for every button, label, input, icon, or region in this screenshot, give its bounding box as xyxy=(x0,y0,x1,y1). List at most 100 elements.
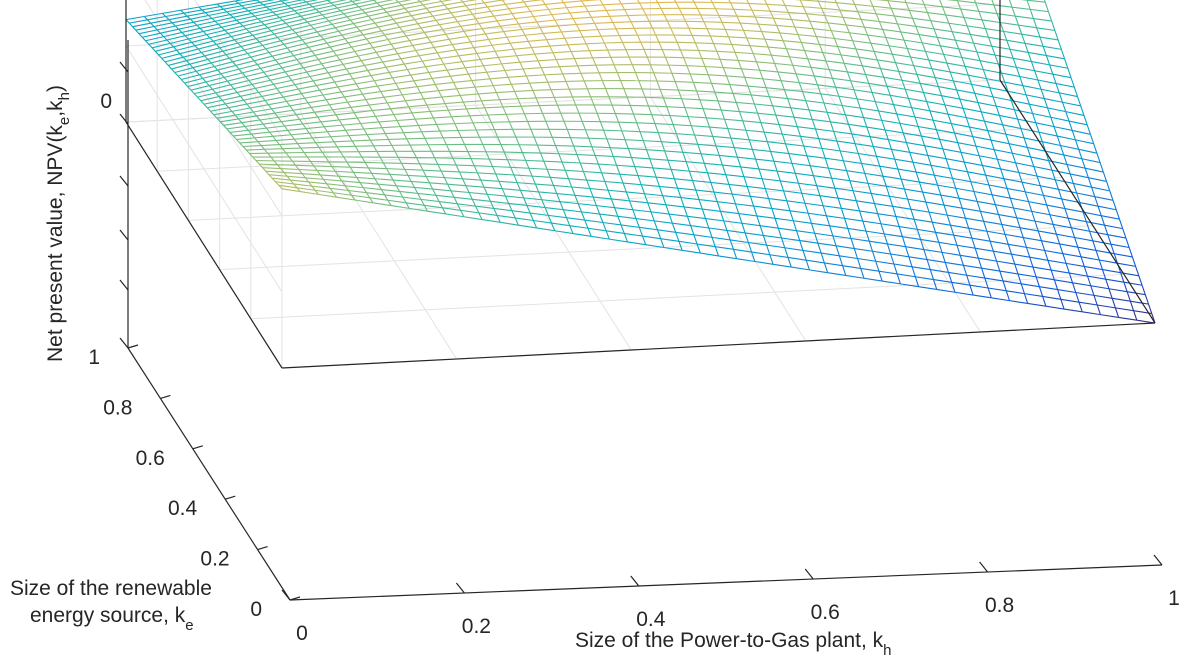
surface-mesh-segment xyxy=(1110,243,1130,249)
surface-mesh-segment xyxy=(808,109,813,120)
surface-mesh-segment xyxy=(265,127,271,133)
surface-mesh-segment xyxy=(717,100,737,103)
surface-mesh-segment xyxy=(938,86,957,91)
surface-mesh-segment xyxy=(464,144,469,152)
surface-mesh-segment xyxy=(1043,98,1049,109)
surface-mesh-segment xyxy=(548,7,567,10)
surface-mesh-segment xyxy=(407,174,427,178)
surface-mesh-segment xyxy=(914,218,933,223)
surface-mesh-segment xyxy=(640,184,646,194)
surface-mesh-segment xyxy=(315,141,334,144)
surface-mesh-segment xyxy=(274,112,279,118)
surface-mesh-segment xyxy=(228,107,233,112)
surface-mesh-segment xyxy=(275,181,280,186)
surface-mesh-segment xyxy=(975,145,980,156)
surface-mesh-segment xyxy=(580,73,585,82)
surface-mesh-segment xyxy=(816,185,821,196)
surface-mesh-segment xyxy=(572,232,592,237)
surface-mesh-segment xyxy=(447,109,453,118)
surface-mesh-segment xyxy=(412,41,431,46)
surface-mesh-segment xyxy=(545,121,550,130)
surface-mesh-segment xyxy=(578,112,583,122)
surface-mesh-segment xyxy=(244,126,249,131)
surface-mesh-segment xyxy=(799,136,805,147)
surface-mesh-segment xyxy=(636,122,641,132)
surface-mesh-segment xyxy=(364,12,369,17)
surface-mesh-segment xyxy=(513,174,533,177)
surface-mesh-segment xyxy=(1076,192,1081,203)
surface-mesh-segment xyxy=(508,8,513,14)
surface-mesh-segment xyxy=(368,11,387,17)
surface-mesh-segment xyxy=(490,201,495,209)
surface-mesh-segment xyxy=(478,212,483,220)
surface-mesh-segment xyxy=(275,14,280,18)
surface-mesh-segment xyxy=(725,75,731,85)
surface-mesh-segment xyxy=(434,84,440,91)
surface-mesh-segment xyxy=(967,25,986,30)
surface-mesh-segment xyxy=(1063,308,1083,313)
surface-mesh-segment xyxy=(991,45,1011,50)
x-tick-mark xyxy=(1153,554,1163,566)
surface-mesh-segment xyxy=(351,42,370,48)
surface-mesh-segment xyxy=(512,129,517,138)
surface-mesh-segment xyxy=(891,53,897,63)
surface-mesh-segment xyxy=(706,117,725,120)
surface-mesh-segment xyxy=(763,234,782,239)
surface-mesh-segment xyxy=(476,53,481,60)
surface-mesh-segment xyxy=(1002,124,1007,135)
surface-mesh-segment xyxy=(214,20,219,25)
surface-mesh-segment xyxy=(1079,202,1099,207)
surface-mesh-segment xyxy=(680,197,685,208)
surface-mesh-segment xyxy=(490,8,509,12)
surface-mesh-segment xyxy=(489,76,509,80)
surface-mesh-segment xyxy=(244,7,249,12)
surface-mesh-segment xyxy=(267,27,272,32)
surface-mesh-segment xyxy=(229,132,234,137)
surface-mesh-segment xyxy=(764,38,769,48)
surface-mesh-segment xyxy=(1123,281,1143,286)
surface-mesh-segment xyxy=(756,61,775,64)
surface-mesh-segment xyxy=(172,18,191,24)
surface-mesh-segment xyxy=(846,71,852,81)
surface-mesh-segment xyxy=(992,96,997,107)
y-tick-label: 0.8 xyxy=(103,396,132,419)
surface-mesh-segment xyxy=(716,51,721,60)
surface-mesh-segment xyxy=(613,155,632,159)
surface-mesh-segment xyxy=(521,105,540,107)
surface-mesh-segment xyxy=(466,107,485,110)
surface-mesh-segment xyxy=(290,46,309,53)
surface-mesh-segment xyxy=(219,47,224,52)
surface-mesh-segment xyxy=(616,165,621,175)
surface-mesh-segment xyxy=(717,201,736,205)
surface-mesh-segment xyxy=(444,4,449,10)
surface-mesh-segment xyxy=(973,294,992,299)
surface-mesh-segment xyxy=(254,11,274,17)
surface-mesh-segment xyxy=(1029,103,1048,109)
surface-mesh-segment xyxy=(772,17,778,26)
surface-mesh-segment xyxy=(859,210,878,215)
surface-mesh-segment xyxy=(525,160,530,169)
surface-mesh-segment xyxy=(290,7,295,12)
surface-mesh-segment xyxy=(272,134,292,137)
surface-mesh-segment xyxy=(220,118,239,123)
surface-mesh-segment xyxy=(892,206,897,217)
z-tick-mark xyxy=(119,113,129,125)
surface-mesh-segment xyxy=(936,288,956,293)
surface-mesh-segment xyxy=(326,42,331,48)
surface-mesh-segment xyxy=(1045,305,1065,310)
surface-mesh-segment xyxy=(642,140,647,150)
surface-mesh-segment xyxy=(864,173,869,184)
surface-mesh-segment xyxy=(645,149,651,159)
surface-mesh-segment xyxy=(161,53,181,59)
surface-mesh-segment xyxy=(693,234,698,245)
surface-mesh-segment xyxy=(715,145,735,149)
surface-mesh-segment xyxy=(644,193,663,197)
surface-mesh-segment xyxy=(280,121,286,127)
surface-mesh-segment xyxy=(771,207,791,212)
surface-mesh-segment xyxy=(1072,282,1091,287)
surface-mesh-segment xyxy=(795,230,801,241)
surface-mesh-segment xyxy=(990,240,1009,245)
surface-mesh-segment xyxy=(784,247,789,258)
surface-mesh-segment xyxy=(493,208,498,216)
surface-mesh-segment xyxy=(328,20,333,25)
